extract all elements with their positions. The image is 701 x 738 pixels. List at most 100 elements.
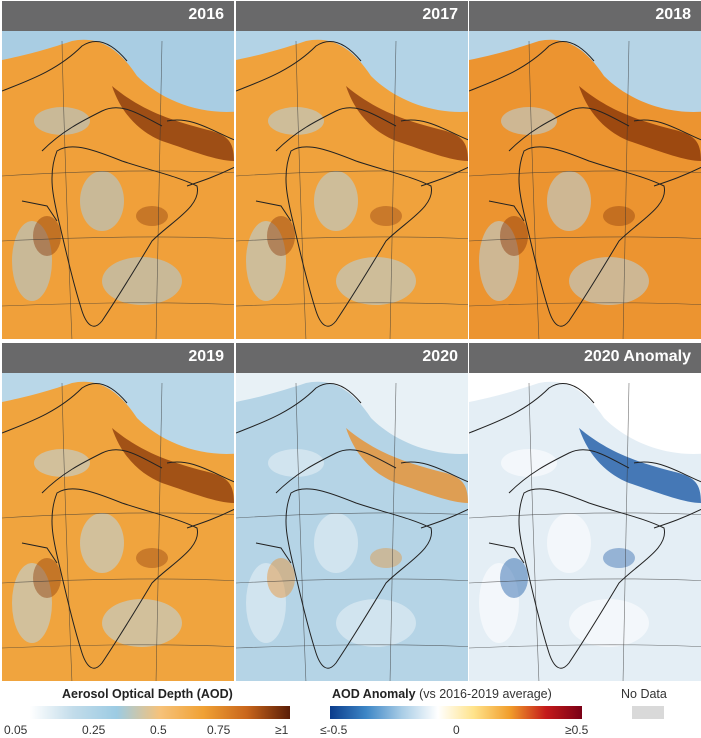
border-line	[633, 461, 701, 483]
graticule-line	[236, 170, 468, 177]
map-panel-2020: 2020	[236, 343, 468, 681]
border-line	[469, 41, 595, 92]
hotspot-area	[370, 206, 402, 226]
graticule-line	[236, 512, 468, 519]
border-line	[21, 200, 58, 222]
haze-patch	[314, 513, 358, 573]
hotspot-area	[267, 558, 295, 598]
haze-patch	[246, 563, 286, 643]
hotspot-area	[500, 216, 528, 256]
anomaly-title-text: AOD Anomaly	[332, 687, 416, 701]
graticule-line	[469, 644, 701, 649]
graticule-line	[61, 382, 73, 681]
border-line	[2, 41, 128, 92]
aod-color-bar	[30, 706, 290, 719]
graticule-line	[295, 40, 307, 339]
hotspot-area	[33, 216, 61, 256]
panel-title: 2019	[188, 348, 224, 365]
legend: Aerosol Optical Depth (AOD) 0.05 0.25 0.…	[0, 683, 701, 738]
haze-patch	[12, 221, 52, 301]
border-line	[186, 508, 234, 529]
haze-patch	[268, 107, 324, 135]
map-2020	[236, 343, 468, 681]
border-line	[236, 383, 362, 434]
haze-patch	[34, 449, 90, 477]
border-line	[653, 166, 701, 187]
border-line	[488, 200, 525, 222]
aod-tick: ≥1	[275, 723, 289, 737]
panel-title-bar: 2016	[2, 1, 234, 31]
border-line	[400, 119, 468, 141]
anomaly-tick: ≤-0.5	[320, 723, 348, 737]
border-line	[469, 383, 595, 434]
haze-patch	[102, 257, 182, 305]
border-line	[236, 41, 362, 92]
panel-title-bar: 2017	[236, 1, 468, 31]
plume-area	[346, 86, 468, 161]
panel-title: 2020 Anomaly	[583, 348, 691, 365]
border-line	[508, 107, 630, 152]
border-line	[508, 449, 630, 494]
haze-patch	[501, 449, 557, 477]
graticule-line	[528, 382, 540, 681]
graticule-line	[622, 40, 630, 339]
panel-title-bar: 2018	[469, 1, 701, 31]
haze-patch	[268, 449, 324, 477]
no-data-label: No Data	[621, 687, 667, 701]
panel-title: 2018	[655, 6, 691, 23]
panel-title: 2020	[422, 348, 458, 365]
coastline	[518, 488, 665, 669]
border-line	[275, 449, 397, 494]
border-line	[166, 461, 234, 483]
haze-patch	[501, 107, 557, 135]
border-line	[2, 383, 128, 434]
plume-area	[346, 428, 468, 503]
panel-title: 2016	[188, 6, 224, 23]
map-panel-2017: 2017	[236, 1, 468, 339]
hotspot-area	[603, 548, 635, 568]
anomaly-legend-title: AOD Anomaly (vs 2016-2019 average)	[332, 687, 552, 701]
plume-area	[112, 86, 234, 161]
graticule-line	[236, 578, 468, 584]
hotspot-area	[136, 548, 168, 568]
haze-patch	[314, 171, 358, 231]
plume-area	[579, 428, 701, 503]
hotspot-area	[136, 206, 168, 226]
border-line	[400, 461, 468, 483]
graticule-line	[622, 382, 630, 681]
hotspot-area	[267, 216, 295, 256]
map-panel-2019: 2019	[2, 343, 234, 681]
hotspot-area	[370, 548, 402, 568]
map-panel-2018: 2018	[469, 1, 701, 339]
graticule-line	[469, 236, 701, 242]
haze-patch	[569, 599, 649, 647]
border-line	[255, 200, 292, 222]
graticule-line	[2, 644, 234, 649]
map-panel-2020-anomaly: 2020 Anomaly	[469, 343, 701, 681]
haze-patch	[547, 171, 591, 231]
graticule-line	[61, 40, 73, 339]
graticule-line	[295, 382, 307, 681]
map-2016	[2, 1, 234, 339]
anomaly-color-bar	[330, 706, 582, 719]
anomaly-tick: 0	[453, 723, 460, 737]
border-line	[41, 107, 163, 152]
panel-title-bar: 2020	[236, 343, 468, 373]
graticule-line	[469, 512, 701, 519]
panel-title-bar: 2019	[2, 343, 234, 373]
graticule-line	[155, 40, 163, 339]
border-line	[633, 119, 701, 141]
border-line	[420, 508, 468, 529]
graticule-line	[2, 302, 234, 307]
panel-title: 2017	[422, 6, 458, 23]
graticule-line	[389, 382, 397, 681]
aod-tick: 0.5	[150, 723, 167, 737]
map-2019	[2, 343, 234, 681]
graticule-line	[236, 644, 468, 649]
graticule-line	[389, 40, 397, 339]
haze-patch	[80, 513, 124, 573]
aod-legend-title: Aerosol Optical Depth (AOD)	[62, 687, 233, 701]
graticule-line	[155, 382, 163, 681]
aod-tick: 0.05	[4, 723, 28, 737]
border-line	[488, 542, 525, 564]
